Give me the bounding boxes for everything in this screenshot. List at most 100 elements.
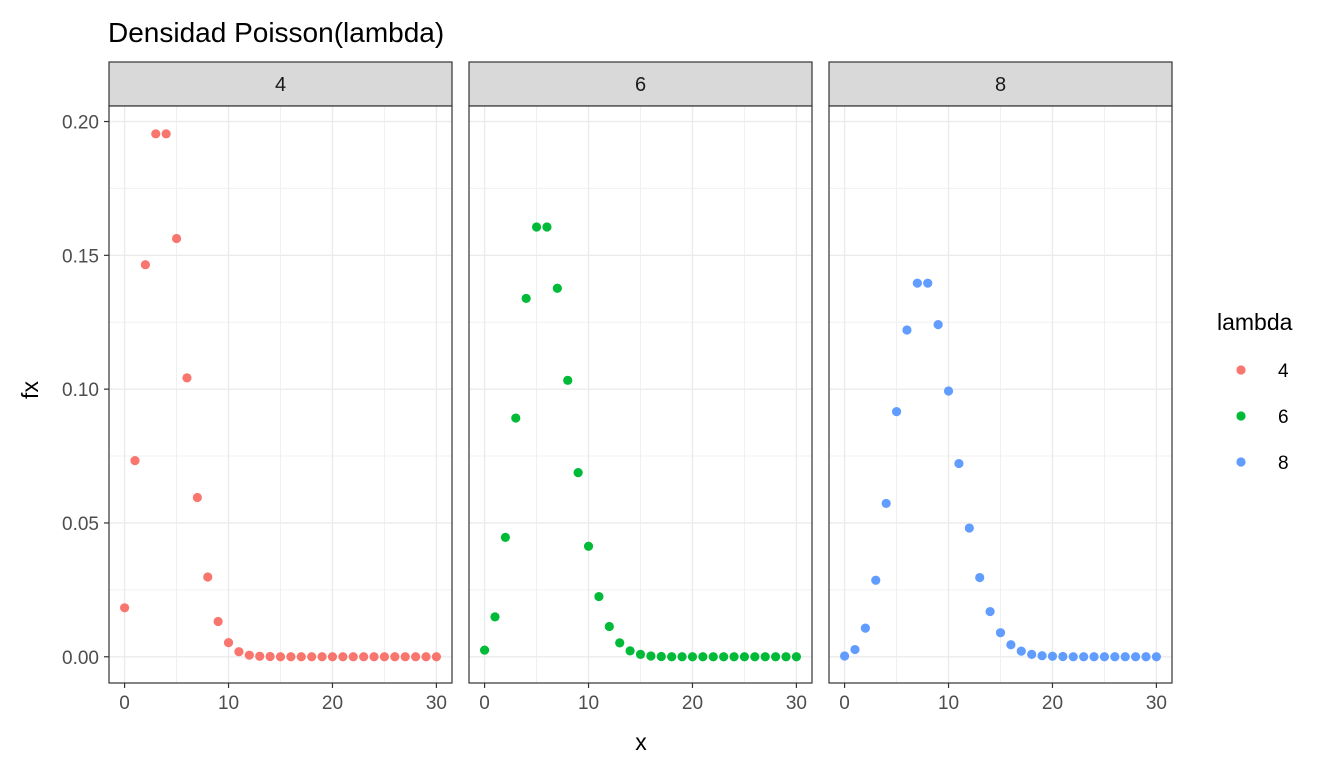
data-point [171, 233, 182, 244]
facet-strip [828, 61, 1173, 107]
legend-key-6 [1236, 411, 1246, 421]
data-point [151, 129, 161, 139]
x-tick-label: 10 [578, 693, 599, 714]
y-tick-label: 0.05 [62, 514, 99, 535]
x-tick-label: 30 [786, 693, 807, 714]
data-point [1047, 651, 1058, 661]
data-point [891, 407, 902, 417]
y-tick-label: 0.10 [62, 380, 99, 401]
data-point [635, 649, 646, 659]
data-point [1068, 652, 1078, 662]
legend-label-4: 4 [1278, 361, 1289, 382]
data-point [943, 386, 954, 396]
data-point [1151, 652, 1162, 662]
data-point [140, 260, 150, 270]
data-point [1120, 652, 1130, 662]
legend: lambda 4 6 8 [1217, 309, 1293, 474]
panel-border [108, 105, 453, 684]
data-point [708, 652, 718, 662]
x-tick-label: 20 [1042, 693, 1063, 714]
data-point [687, 652, 698, 662]
data-point [954, 458, 964, 469]
data-point [359, 652, 369, 662]
data-point [327, 652, 338, 662]
facet-panels: 4 0 10 20 30 0.00 0.05 0.10 0.15 0.20 6 0 10 20 30 8 0 10… [62, 61, 1173, 714]
x-tick-label: 10 [938, 693, 959, 714]
data-point [995, 628, 1006, 638]
data-point [604, 621, 614, 632]
panel-border [828, 105, 1173, 684]
data-point [985, 606, 995, 617]
data-point [583, 541, 594, 551]
data-point [192, 492, 202, 503]
data-point [781, 652, 791, 662]
data-point [646, 651, 656, 661]
data-point [1079, 652, 1089, 662]
data-point [421, 652, 431, 662]
data-point [1016, 646, 1026, 656]
data-point [431, 652, 442, 662]
data-point [1089, 652, 1099, 662]
data-point [760, 652, 770, 662]
data-point [656, 651, 666, 662]
facet-strip-label: 6 [635, 74, 646, 96]
y-tick-label: 0.00 [62, 648, 99, 669]
x-tick-label: 30 [1146, 693, 1167, 714]
data-point [255, 651, 265, 661]
data-point [317, 652, 327, 662]
x-tick-label: 10 [218, 693, 239, 714]
legend-title: lambda [1217, 309, 1293, 335]
data-point [563, 375, 573, 385]
panel-6: 6 0 10 20 30 [468, 61, 813, 714]
x-tick-label: 20 [322, 693, 343, 714]
data-point [881, 498, 891, 509]
data-point [223, 637, 234, 648]
data-point [161, 129, 171, 139]
data-point [1058, 651, 1068, 662]
x-tick-label: 20 [682, 693, 703, 714]
data-point [130, 456, 140, 466]
data-point [923, 278, 933, 288]
data-point [1110, 652, 1120, 662]
data-point [411, 652, 421, 662]
data-point [860, 623, 870, 633]
x-tick-label: 0 [839, 693, 850, 714]
x-axis-title: x [635, 729, 647, 755]
facet-strip [108, 61, 453, 107]
data-point [296, 652, 306, 662]
data-point [182, 373, 192, 383]
data-point [244, 650, 254, 660]
legend-key-8 [1236, 457, 1246, 467]
panel-4: 4 0 10 20 30 0.00 0.05 0.10 0.15 0.20 [62, 61, 453, 714]
x-tick-label: 30 [426, 693, 447, 714]
y-tick-label: 0.20 [62, 113, 99, 134]
data-point [338, 652, 348, 662]
data-point [390, 652, 400, 662]
data-point [902, 325, 912, 335]
data-point [511, 413, 521, 423]
data-point [739, 652, 750, 662]
data-point [531, 222, 542, 232]
data-point [265, 651, 275, 662]
y-tick-label: 0.15 [62, 246, 99, 267]
data-point [850, 644, 860, 655]
data-point [933, 320, 943, 330]
data-point [119, 603, 130, 613]
data-point [1131, 652, 1141, 662]
data-point [912, 278, 922, 288]
legend-key-4 [1236, 365, 1246, 375]
data-point [871, 575, 881, 585]
data-point [667, 652, 677, 662]
chart-title: Densidad Poisson(lambda) [108, 17, 444, 48]
data-point [379, 652, 390, 662]
data-point [213, 616, 223, 627]
data-point [348, 652, 358, 662]
data-point [964, 523, 974, 533]
legend-label-6: 6 [1278, 407, 1289, 428]
data-point [750, 652, 760, 662]
data-point [698, 652, 708, 662]
data-point [490, 612, 500, 622]
x-tick-label: 0 [479, 693, 490, 714]
data-point [369, 652, 379, 662]
data-point [594, 591, 604, 602]
